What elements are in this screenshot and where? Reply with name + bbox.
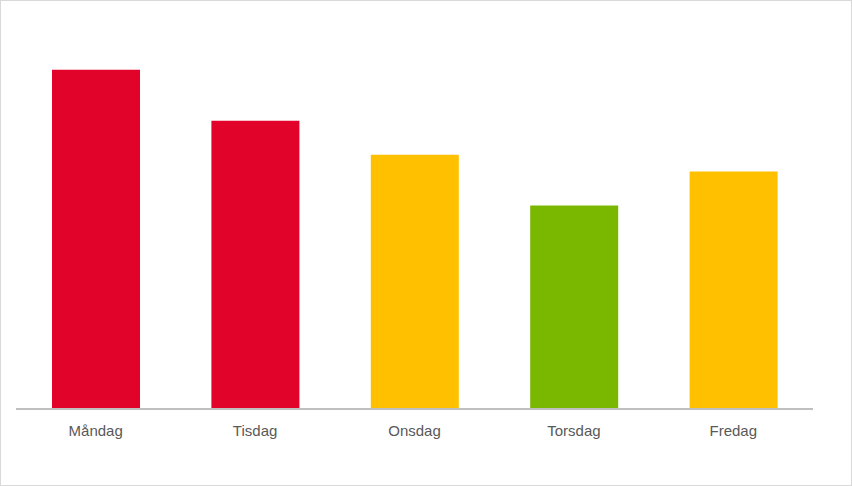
svg-text:Onsdag: Onsdag xyxy=(388,422,441,439)
svg-text:Måndag: Måndag xyxy=(69,422,123,439)
svg-text:Torsdag: Torsdag xyxy=(547,422,600,439)
svg-text:Tisdag: Tisdag xyxy=(233,422,277,439)
svg-text:Fredag: Fredag xyxy=(710,422,758,439)
